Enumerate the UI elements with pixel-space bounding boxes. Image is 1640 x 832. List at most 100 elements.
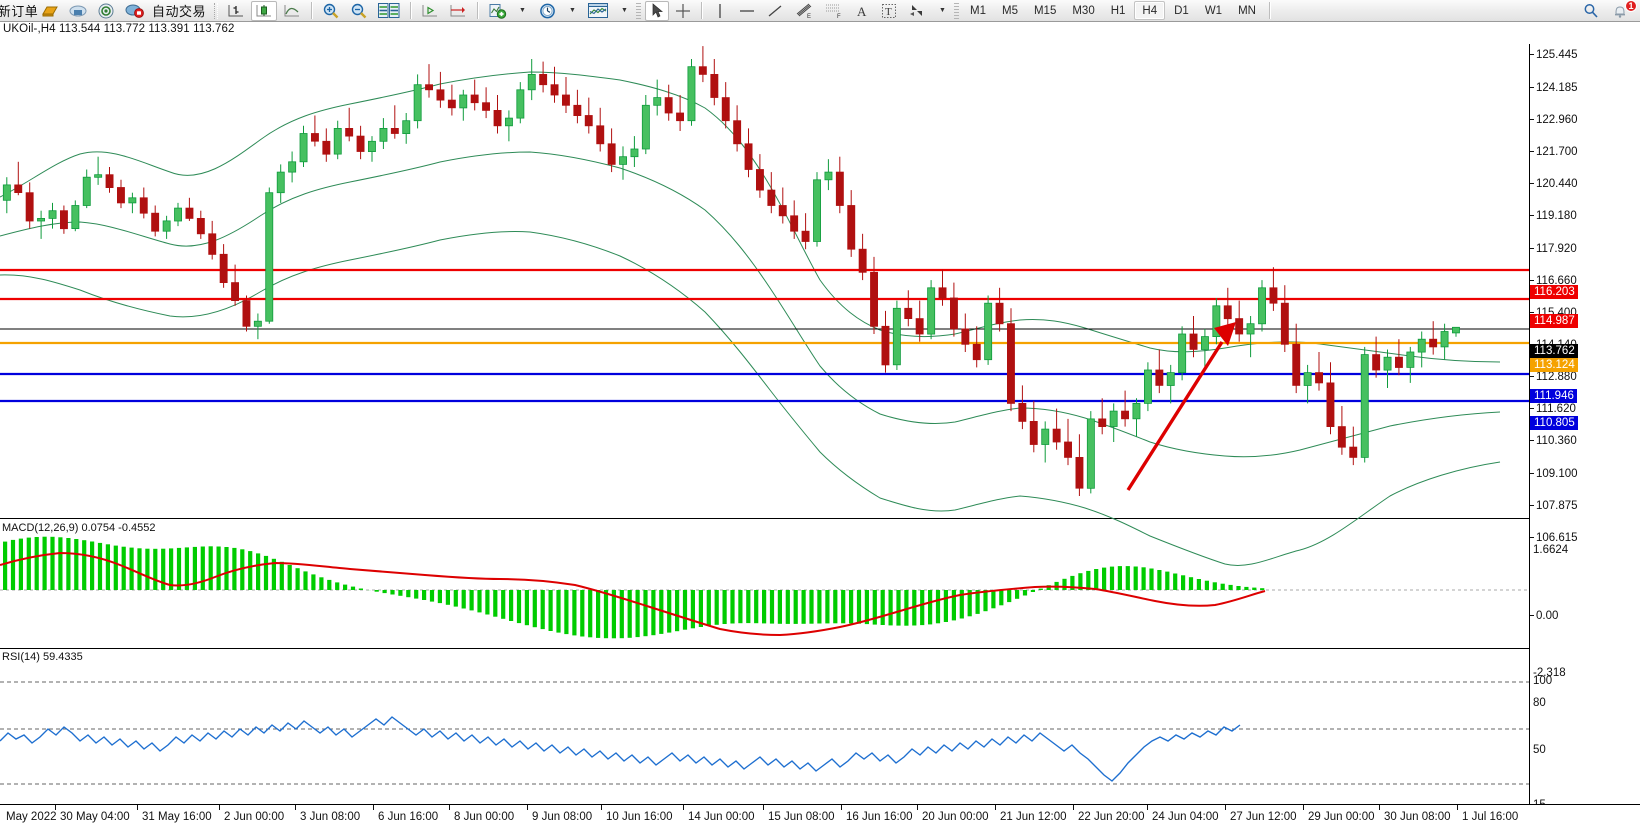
crosshair-icon[interactable] <box>671 1 695 21</box>
zoom-in-icon[interactable] <box>318 1 344 21</box>
time-label-12: 20 Jun 00:00 <box>922 811 989 823</box>
auto-trading-button[interactable]: 自动交易 <box>149 1 209 21</box>
chevron-down-icon: ▼ <box>939 7 946 14</box>
time-tick <box>1379 805 1380 810</box>
clock-icon[interactable] <box>534 1 560 21</box>
price-tick-3: 121.700 <box>1530 146 1578 158</box>
arrows-dropdown-arrow[interactable]: ▼ <box>932 1 952 21</box>
svg-text:A: A <box>857 4 867 19</box>
time-axis[interactable]: May 2022 30 May 04:00 31 May 16:00 2 Jun… <box>0 804 1640 832</box>
price-tag-116203[interactable]: 116.203 <box>1530 285 1578 299</box>
price-tag-current: 113.762 <box>1530 344 1578 358</box>
price-axis[interactable]: 125.445 124.185 122.960 121.700 120.440 … <box>1529 44 1640 804</box>
templates-dropdown-arrow[interactable]: ▼ <box>614 1 634 21</box>
timeframe-h1[interactable]: H1 <box>1104 1 1133 20</box>
time-tick <box>1073 805 1074 810</box>
time-label-13: 21 Jun 12:00 <box>1000 811 1067 823</box>
price-tick-14: 107.875 <box>1530 500 1578 512</box>
time-tick <box>1303 805 1304 810</box>
price-tick-13: 109.100 <box>1530 468 1578 480</box>
signal-icon[interactable] <box>93 1 119 21</box>
time-tick <box>527 805 528 810</box>
rsi-scale-50: 50 <box>1530 744 1546 756</box>
toolbar-separator-3 <box>410 2 411 19</box>
price-tag-111946[interactable]: 111.946 <box>1530 389 1577 403</box>
time-tick <box>995 805 996 810</box>
price-tick-4: 120.440 <box>1530 178 1578 190</box>
cloud-icon[interactable] <box>65 1 91 21</box>
price-tick-10: 112.880 <box>1530 371 1577 383</box>
auto-trading-label: 自动交易 <box>150 1 208 20</box>
time-label-8: 10 Jun 16:00 <box>606 811 673 823</box>
time-label-16: 27 Jun 12:00 <box>1230 811 1297 823</box>
periods-dropdown-arrow[interactable]: ▼ <box>562 1 582 21</box>
main-toolbar: 新订单 自动交易 ▼ <box>0 0 1640 22</box>
time-label-9: 14 Jun 00:00 <box>688 811 755 823</box>
timeframe-mn[interactable]: MN <box>1231 1 1263 20</box>
time-label-4: 3 Jun 08:00 <box>300 811 360 823</box>
price-tick-0: 125.445 <box>1530 49 1578 61</box>
time-label-14: 22 Jun 20:00 <box>1078 811 1145 823</box>
text-a-icon[interactable]: A <box>850 1 874 21</box>
market-icon[interactable] <box>121 1 147 21</box>
timeframe-h4[interactable]: H4 <box>1134 1 1165 20</box>
timeframe-m30[interactable]: M30 <box>1065 1 1101 20</box>
toolbar-grip-2[interactable] <box>954 2 959 19</box>
price-tag-110805[interactable]: 110.805 <box>1530 416 1578 430</box>
time-label-2: 31 May 16:00 <box>142 811 212 823</box>
chart-area[interactable]: MACD(12,26,9) 0.0754 -0.4552 RSI(14) 59.… <box>0 22 1640 810</box>
price-tag-114987[interactable]: 114.987 <box>1530 314 1578 328</box>
time-tick <box>1147 805 1148 810</box>
vertical-line-icon[interactable] <box>708 1 732 21</box>
fibonacci-icon[interactable]: F <box>820 1 848 21</box>
indicator-dropdown-arrow[interactable]: ▼ <box>512 1 532 21</box>
channel-icon[interactable]: E <box>790 1 818 21</box>
timeframe-m15[interactable]: M15 <box>1027 1 1063 20</box>
svg-text:F: F <box>837 14 841 19</box>
toolbar-separator-4 <box>477 2 478 19</box>
gold-bar-icon[interactable] <box>37 1 63 21</box>
arrows-icon[interactable] <box>904 1 930 21</box>
zoom-out-icon[interactable] <box>346 1 372 21</box>
grid-window-icon[interactable] <box>374 1 404 21</box>
time-tick <box>683 805 684 810</box>
timeframe-m5[interactable]: M5 <box>995 1 1025 20</box>
rsi-line <box>0 717 1240 781</box>
time-label-0: May 2022 <box>6 811 57 823</box>
search-icon[interactable] <box>1578 1 1604 21</box>
horizontal-line-icon[interactable] <box>734 1 760 21</box>
trendline-icon[interactable] <box>762 1 788 21</box>
timeframe-m1[interactable]: M1 <box>963 1 993 20</box>
arrow-cursor-icon[interactable] <box>645 1 669 21</box>
time-tick <box>137 805 138 810</box>
new-order-button[interactable]: 新订单 <box>1 1 35 21</box>
plot-wrapper[interactable]: MACD(12,26,9) 0.0754 -0.4552 RSI(14) 59.… <box>0 22 1529 782</box>
time-tick <box>219 805 220 810</box>
line-chart-icon[interactable] <box>279 1 305 21</box>
rsi-indicator-label: RSI(14) 59.4335 <box>2 651 83 663</box>
toolbar-separator-2 <box>311 2 312 19</box>
text-label-icon[interactable]: T <box>876 1 902 21</box>
time-label-6: 8 Jun 00:00 <box>454 811 514 823</box>
time-tick <box>763 805 764 810</box>
price-pane-svg <box>0 22 1529 518</box>
time-tick <box>449 805 450 810</box>
chart-symbol-title: UKOil-,H4 113.544 113.772 113.391 113.76… <box>3 23 235 35</box>
bar-chart-icon[interactable] <box>223 1 249 21</box>
time-label-17: 29 Jun 00:00 <box>1308 811 1375 823</box>
timeframe-d1[interactable]: D1 <box>1167 1 1196 20</box>
time-tick <box>373 805 374 810</box>
candlestick-icon[interactable] <box>251 1 277 21</box>
chevron-down-icon: ▼ <box>519 7 526 14</box>
chart-shift-icon[interactable] <box>445 1 471 21</box>
indicator-add-icon[interactable] <box>484 1 510 21</box>
time-tick <box>55 805 56 810</box>
macd-pane-svg <box>0 519 1529 649</box>
auto-scroll-icon[interactable] <box>417 1 443 21</box>
template-icon[interactable] <box>584 1 612 21</box>
toolbar-separator-5 <box>701 2 702 19</box>
notifications-bell-icon[interactable]: 1 <box>1606 1 1634 21</box>
toolbar-grip[interactable] <box>636 2 641 19</box>
price-tag-113124[interactable]: 113.124 <box>1530 358 1578 372</box>
timeframe-w1[interactable]: W1 <box>1198 1 1229 20</box>
